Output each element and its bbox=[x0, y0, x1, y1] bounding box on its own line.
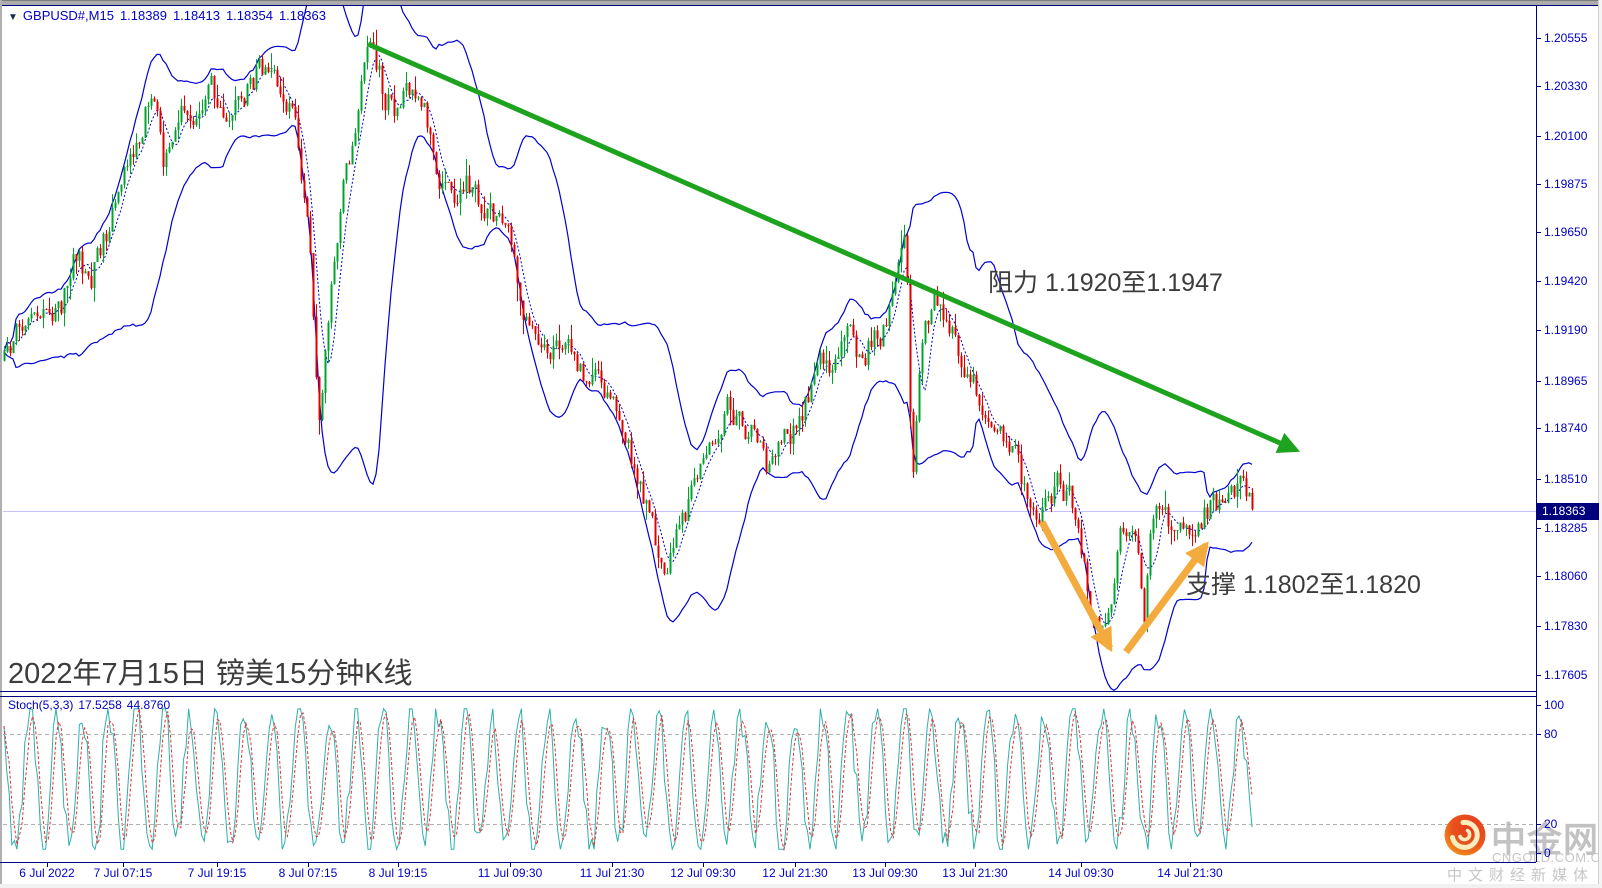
quote-open: 1.18389 bbox=[119, 8, 167, 23]
quote-close: 1.18363 bbox=[278, 8, 326, 23]
cngold-logo-icon bbox=[1444, 814, 1486, 856]
symbol-dropdown-icon[interactable]: ▼ bbox=[8, 12, 18, 23]
time-tick-label: 11 Jul 09:30 bbox=[477, 866, 543, 880]
current-price-badge: 1.18363 bbox=[1537, 503, 1599, 520]
time-tick-label: 11 Jul 21:30 bbox=[579, 866, 645, 880]
time-tick-label: 12 Jul 09:30 bbox=[670, 866, 736, 880]
price-tick-label: 1.19420 bbox=[1544, 274, 1588, 288]
price-tick-label: 1.19875 bbox=[1544, 177, 1588, 191]
stoch-scale-label: 80 bbox=[1544, 727, 1558, 741]
window-bottom-strip bbox=[0, 884, 1602, 888]
price-tick-label: 1.17605 bbox=[1544, 668, 1588, 682]
price-tick-label: 1.20555 bbox=[1544, 31, 1588, 45]
chart-top-border bbox=[0, 5, 1602, 6]
quote-low: 1.18354 bbox=[225, 8, 273, 23]
price-tick-label: 1.18740 bbox=[1544, 421, 1588, 435]
time-tick-label: 14 Jul 09:30 bbox=[1048, 866, 1114, 880]
price-tick-label: 1.18510 bbox=[1544, 472, 1588, 486]
chart-caption: 2022年7月15日 镑美15分钟K线 bbox=[8, 658, 413, 690]
symbol-label: GBPUSD#,M15 bbox=[22, 8, 114, 23]
price-tick-label: 1.18060 bbox=[1544, 569, 1588, 583]
watermark-brand: 中金网 bbox=[1491, 821, 1600, 860]
time-tick-label: 7 Jul 19:15 bbox=[187, 866, 247, 880]
time-tick-label: 13 Jul 21:30 bbox=[942, 866, 1008, 880]
window-left-edge bbox=[0, 0, 2, 888]
quote-high: 1.18413 bbox=[172, 8, 220, 23]
time-tick-label: 8 Jul 19:15 bbox=[368, 866, 428, 880]
price-tick-label: 1.20330 bbox=[1544, 79, 1588, 93]
time-tick-label: 7 Jul 07:15 bbox=[93, 866, 153, 880]
symbol-quote-line: ▼ GBPUSD#,M15 1.18389 1.18413 1.18354 1.18363 bbox=[8, 8, 326, 23]
time-tick-label: 6 Jul 2022 bbox=[19, 866, 75, 880]
price-tick-label: 1.18285 bbox=[1544, 521, 1588, 535]
window-top-strip bbox=[0, 0, 1602, 5]
price-tick-label: 1.20100 bbox=[1544, 129, 1588, 143]
stoch-scale-label: 20 bbox=[1544, 817, 1558, 831]
watermark-tagline: 中文财经新媒体 bbox=[1447, 867, 1595, 884]
stoch-k-value: 17.5258 bbox=[78, 698, 122, 712]
support-annotation: 支撑 1.1802至1.1820 bbox=[1186, 571, 1421, 599]
price-tick-label: 1.18965 bbox=[1544, 374, 1588, 388]
window-right-edge bbox=[1598, 0, 1602, 888]
stoch-scale-label: 0 bbox=[1544, 846, 1551, 860]
price-tick-label: 1.19190 bbox=[1544, 323, 1588, 337]
time-tick-label: 8 Jul 07:15 bbox=[278, 866, 338, 880]
resistance-annotation: 阻力 1.1920至1.1947 bbox=[988, 269, 1223, 297]
watermark-site: CNGOLD.COM.CN bbox=[1492, 850, 1602, 865]
stoch-d-value: 44.8760 bbox=[126, 698, 171, 712]
price-tick-label: 1.19650 bbox=[1544, 225, 1588, 239]
price-tick-label: 1.17830 bbox=[1544, 619, 1588, 633]
stoch-scale-label: 100 bbox=[1544, 698, 1565, 712]
time-tick-label: 13 Jul 09:30 bbox=[852, 866, 918, 880]
time-tick-label: 14 Jul 21:30 bbox=[1157, 866, 1223, 880]
stochastic-indicator-label: Stoch(5,3,3) 17.5258 44.8760 bbox=[8, 698, 170, 712]
stoch-name: Stoch(5,3,3) bbox=[8, 698, 74, 712]
time-tick-label: 12 Jul 21:30 bbox=[762, 866, 828, 880]
